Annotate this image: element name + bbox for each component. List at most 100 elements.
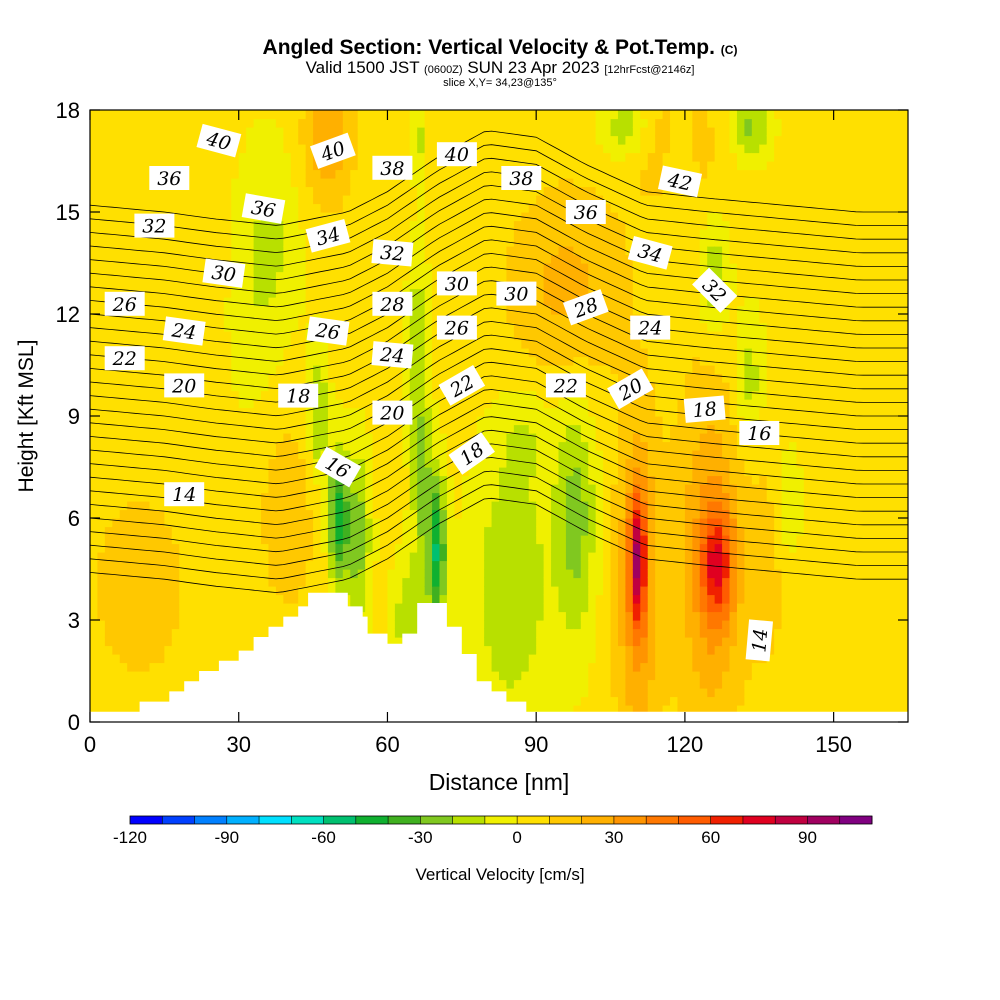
field-cell	[372, 424, 381, 434]
field-cell	[149, 645, 158, 655]
field-cell	[119, 671, 128, 681]
field-cell	[194, 560, 203, 570]
field-cell	[156, 552, 165, 562]
field-cell	[186, 152, 195, 162]
field-cell	[394, 577, 403, 587]
field-cell	[506, 399, 515, 409]
field-cell	[298, 144, 307, 154]
field-cell	[387, 611, 396, 621]
field-cell	[156, 339, 165, 349]
field-cell	[290, 246, 299, 256]
field-cell	[201, 535, 210, 545]
field-cell	[246, 186, 255, 196]
field-cell	[417, 135, 426, 145]
field-cell	[97, 135, 106, 145]
field-cell	[513, 339, 522, 349]
field-cell	[499, 594, 508, 604]
field-cell	[223, 526, 232, 536]
field-cell	[595, 365, 604, 375]
field-cell	[90, 127, 99, 137]
field-cell	[580, 441, 589, 451]
field-cell	[194, 577, 203, 587]
field-cell	[156, 348, 165, 358]
field-cell	[558, 577, 567, 587]
field-cell	[201, 254, 210, 264]
field-cell	[432, 152, 441, 162]
field-cell	[127, 535, 136, 545]
field-cell	[491, 560, 500, 570]
field-cell	[491, 671, 500, 681]
field-cell	[223, 492, 232, 502]
field-cell	[261, 127, 270, 137]
field-cell	[565, 671, 574, 681]
field-cell	[253, 178, 262, 188]
field-cell	[424, 314, 433, 324]
field-cell	[238, 195, 247, 205]
field-cell	[261, 526, 270, 536]
field-cell	[90, 552, 99, 562]
field-cell	[156, 127, 165, 137]
field-cell	[595, 569, 604, 579]
field-cell	[454, 356, 463, 366]
field-cell	[469, 407, 478, 417]
field-cell	[588, 577, 597, 587]
field-cell	[335, 348, 344, 358]
field-cell	[484, 390, 493, 400]
field-cell	[119, 331, 128, 341]
field-cell	[119, 314, 128, 324]
field-cell	[149, 679, 158, 689]
field-cell	[268, 118, 277, 128]
field-cell	[551, 705, 560, 715]
field-cell	[439, 467, 448, 477]
field-cell	[253, 603, 262, 613]
field-cell	[112, 458, 121, 468]
field-cell	[104, 399, 113, 409]
field-cell	[305, 424, 314, 434]
field-cell	[595, 195, 604, 205]
field-cell	[298, 263, 307, 273]
field-cell	[231, 560, 240, 570]
field-cell	[417, 356, 426, 366]
field-cell	[186, 263, 195, 273]
field-cell	[573, 620, 582, 630]
field-cell	[127, 203, 136, 213]
field-cell	[387, 220, 396, 230]
field-cell	[536, 135, 545, 145]
field-cell	[238, 526, 247, 536]
field-cell	[491, 305, 500, 315]
field-cell	[179, 552, 188, 562]
field-cell	[402, 382, 411, 392]
field-cell	[595, 645, 604, 655]
field-cell	[461, 543, 470, 553]
field-cell	[253, 424, 262, 434]
field-cell	[327, 348, 336, 358]
field-cell	[268, 509, 277, 519]
field-cell	[134, 373, 143, 383]
field-cell	[409, 484, 418, 494]
field-cell	[201, 373, 210, 383]
field-cell	[528, 195, 537, 205]
field-cell	[327, 118, 336, 128]
field-cell	[290, 518, 299, 528]
field-cell	[528, 237, 537, 247]
field-cell	[588, 135, 597, 145]
field-cell	[506, 662, 515, 672]
field-cell	[454, 135, 463, 145]
field-cell	[432, 127, 441, 137]
field-cell	[565, 288, 574, 298]
field-cell	[186, 339, 195, 349]
field-cell	[283, 569, 292, 579]
field-cell	[536, 297, 545, 307]
field-cell	[253, 560, 262, 570]
field-cell	[432, 535, 441, 545]
field-cell	[223, 390, 232, 400]
field-cell	[231, 203, 240, 213]
field-cell	[417, 484, 426, 494]
field-cell	[350, 229, 359, 239]
field-cell	[432, 212, 441, 222]
field-cell	[119, 569, 128, 579]
field-cell	[565, 339, 574, 349]
field-cell	[142, 509, 151, 519]
field-cell	[491, 271, 500, 281]
field-cell	[342, 518, 351, 528]
